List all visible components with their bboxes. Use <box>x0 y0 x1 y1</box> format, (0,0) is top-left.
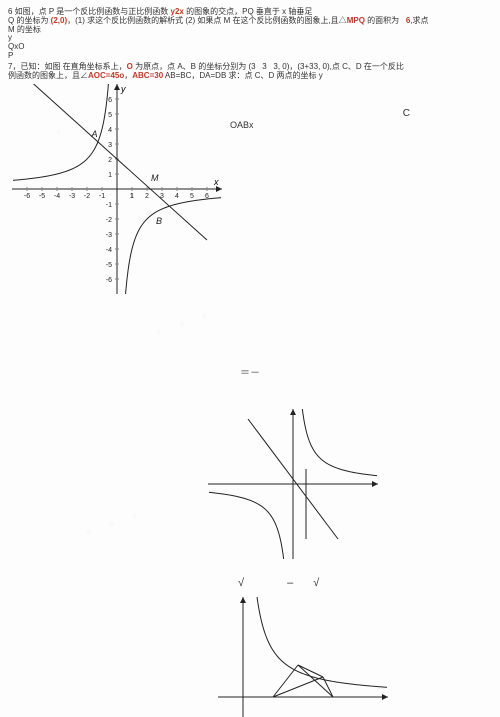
p6-l2d: ,求点 <box>410 16 428 25</box>
p7-l1d: 3, 0)，(3+33, 0),点 C、D 在一个反比 <box>273 62 403 71</box>
svg-text:5: 5 <box>190 193 194 200</box>
p7-l1b: 为原点，点 A、B 的坐标分别为 (3 <box>133 62 256 71</box>
mid-symbol: ＝－ <box>8 364 492 379</box>
p7-l1c: 3 <box>262 62 266 71</box>
svg-text:y: y <box>120 84 126 94</box>
svg-text:5: 5 <box>108 112 112 119</box>
svg-text:-1: -1 <box>106 202 112 209</box>
p7-l2r1: AOC=45o <box>88 71 124 80</box>
p6-l2b: ，(1) 求这个反比例函数的解析式 (2) 如果点 M 在这个反比例函数的图象上… <box>67 16 347 25</box>
label-c: C <box>403 108 410 119</box>
svg-text:M: M <box>151 173 159 183</box>
problem7-text: 7，已知：如图 在直角坐标系上，O 为原点，点 A、B 的坐标分别为 (3 3 … <box>8 63 492 81</box>
svg-text:4: 4 <box>175 193 179 200</box>
svg-text:3: 3 <box>108 142 112 149</box>
svg-text:1: 1 <box>130 193 134 200</box>
label-oabx: OABx <box>230 120 254 130</box>
sqrt-b: √ <box>313 577 339 589</box>
svg-text:-2: -2 <box>106 217 112 224</box>
svg-text:6: 6 <box>108 97 112 104</box>
p6-l4: y <box>8 33 12 42</box>
sqrt-row: √ –√ <box>238 577 492 589</box>
chart1: -6-5-4-3-2-1123456-6-5-4-3-2-1123456ABMx… <box>12 84 492 294</box>
p7-l2a: 例函数的图象上，且∠ <box>8 71 88 80</box>
svg-text:1: 1 <box>108 172 112 179</box>
p6-l2r2: MPQ <box>347 16 365 25</box>
p6-l1a: 6 如图，点 P 是一个反比例函数与正比例函数 <box>8 7 171 16</box>
p6-l5: QxO <box>8 42 24 51</box>
p6-l1b: 的图象的交点，PQ 垂直于 x 轴垂足 <box>184 7 312 16</box>
chart3 <box>218 597 492 717</box>
svg-text:-3: -3 <box>106 232 112 239</box>
chart2 <box>208 409 492 559</box>
svg-text:-3: -3 <box>69 193 75 200</box>
svg-text:-1: -1 <box>99 193 105 200</box>
p6-l2a: Q 的坐标为 <box>8 16 51 25</box>
svg-text:-5: -5 <box>106 262 112 269</box>
svg-text:4: 4 <box>108 127 112 134</box>
svg-text:-4: -4 <box>106 247 112 254</box>
svg-text:2: 2 <box>145 193 149 200</box>
svg-text:2: 2 <box>108 157 112 164</box>
p7-l1a: 7，已知：如图 在直角坐标系上， <box>8 62 127 71</box>
p6-l6: P <box>8 51 13 60</box>
svg-text:A: A <box>91 129 98 139</box>
p7-l2c: AB=BC，DA=DB 求：点 C、D 两点的坐标 y <box>163 71 323 80</box>
p7-l2r2: ABC=30 <box>132 71 163 80</box>
svg-text:x: x <box>213 177 219 187</box>
svg-text:-5: -5 <box>39 193 45 200</box>
svg-text:-4: -4 <box>54 193 60 200</box>
sqrt-a: √ – <box>238 577 313 589</box>
problem6-text: 6 如图，点 P 是一个反比例函数与正比例函数 y2x 的图象的交点，PQ 垂直… <box>8 8 492 61</box>
p6-l2r: (2,0) <box>51 16 67 25</box>
p6-l3: M 的坐标 <box>8 25 41 34</box>
p6-l1r: y2x <box>171 7 184 16</box>
svg-text:-6: -6 <box>106 277 112 284</box>
svg-text:-2: -2 <box>84 193 90 200</box>
svg-text:B: B <box>156 216 162 226</box>
svg-text:-6: -6 <box>24 193 30 200</box>
p6-l2c: 的面积为 <box>365 16 399 25</box>
